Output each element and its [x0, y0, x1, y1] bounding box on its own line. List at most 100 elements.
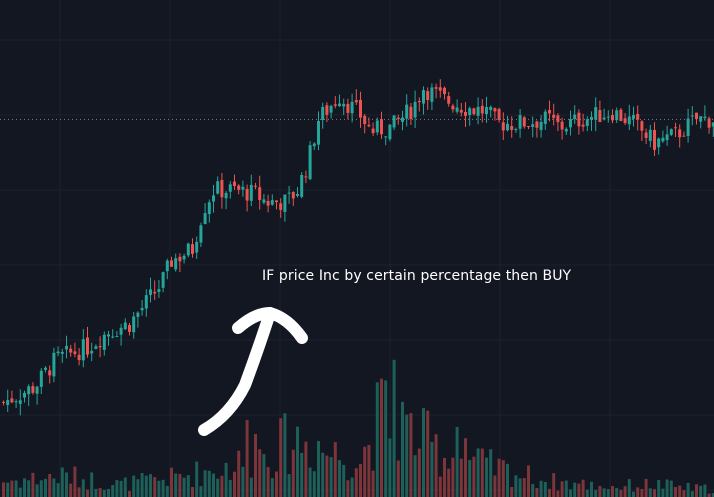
candle-down: [707, 118, 711, 128]
volume-bar: [455, 427, 459, 497]
candle-down: [178, 256, 182, 262]
volume-bar: [107, 488, 110, 497]
candle-up: [27, 386, 31, 395]
candle-down: [98, 346, 102, 348]
volume-bar: [422, 408, 425, 497]
volume-bar: [501, 460, 505, 497]
volume-bar: [48, 473, 52, 497]
volume-bar: [170, 467, 173, 497]
candle-up: [136, 312, 140, 317]
volume-bar: [140, 473, 144, 497]
volume-bar: [413, 455, 417, 497]
volume-bar: [31, 472, 35, 497]
candle-down: [233, 181, 236, 186]
volume-bars: [2, 359, 714, 497]
volume-bar: [489, 449, 493, 497]
candle-down: [359, 99, 362, 118]
candle-down: [527, 125, 530, 127]
volume-bar: [249, 477, 253, 497]
candle-down: [291, 191, 295, 199]
candle-up: [165, 260, 169, 272]
volume-bar: [233, 471, 236, 497]
volume-bar: [522, 478, 526, 497]
volume-bar: [468, 459, 472, 497]
volume-bar: [695, 484, 698, 497]
candle-up: [262, 199, 266, 203]
volume-bar: [224, 462, 228, 497]
volume-bar: [405, 414, 409, 497]
volume-bar: [23, 478, 26, 497]
volume-bar: [648, 488, 652, 497]
volume-bar: [615, 487, 619, 497]
volume-bar: [2, 482, 5, 497]
volume-bar: [245, 420, 249, 497]
volume-bar: [396, 460, 400, 497]
volume-bar: [430, 441, 434, 497]
candle-up: [602, 117, 606, 120]
candle-up: [203, 213, 207, 224]
volume-bar: [254, 434, 257, 497]
volume-bar: [69, 483, 73, 497]
candle-down: [279, 203, 283, 210]
candle-up: [18, 400, 22, 404]
volume-bar: [165, 485, 169, 497]
volume-bar: [186, 475, 190, 497]
candle-up: [6, 400, 10, 405]
candle-up: [111, 336, 115, 338]
candle-down: [380, 119, 383, 135]
candle-up: [329, 105, 333, 113]
candle-down: [619, 109, 623, 121]
volume-bar: [73, 466, 77, 497]
candle-up: [35, 386, 39, 394]
volume-bar: [518, 478, 522, 497]
candle-up: [212, 195, 215, 202]
candle-down: [77, 354, 81, 361]
candle-up: [115, 336, 119, 338]
volume-bar: [6, 482, 10, 497]
volume-bar: [77, 487, 81, 497]
volume-bar: [195, 461, 199, 497]
candle-up: [207, 202, 211, 215]
candle-down: [254, 185, 257, 187]
volume-bar: [321, 452, 325, 497]
candle-up: [569, 119, 572, 128]
arrow-shaft: [198, 307, 276, 436]
candle-up: [531, 124, 535, 128]
candle-down: [581, 124, 585, 127]
volume-bar: [94, 488, 98, 497]
candle-up: [476, 106, 480, 116]
volume-bar: [644, 478, 648, 497]
volume-bar: [296, 426, 299, 497]
volume-bar: [636, 487, 640, 497]
volume-bar: [283, 413, 287, 497]
volume-bar: [417, 448, 421, 497]
candle-down: [447, 96, 451, 104]
candle-up: [543, 111, 547, 124]
candle-down: [354, 100, 358, 103]
candle-down: [636, 114, 640, 120]
volume-bar: [237, 450, 241, 497]
arrow-head: [232, 307, 308, 344]
candle-down: [577, 112, 581, 127]
candle-down: [682, 135, 686, 137]
candle-down: [472, 108, 476, 115]
volume-bar: [401, 401, 404, 497]
candle-down: [170, 260, 173, 267]
volume-bar: [182, 477, 186, 497]
candle-up: [615, 110, 619, 121]
candle-up: [241, 186, 245, 190]
volume-bar: [556, 490, 560, 497]
volume-bar: [493, 475, 497, 497]
candle-up: [585, 119, 589, 126]
volume-bar: [438, 476, 442, 497]
volume-bar: [220, 475, 224, 497]
candle-down: [73, 351, 77, 355]
candle-down: [220, 179, 224, 198]
volume-bar: [119, 480, 123, 497]
volume-bar: [144, 475, 148, 497]
volume-bar: [333, 442, 337, 497]
volume-bar: [598, 486, 602, 497]
volume-bar: [690, 491, 694, 497]
